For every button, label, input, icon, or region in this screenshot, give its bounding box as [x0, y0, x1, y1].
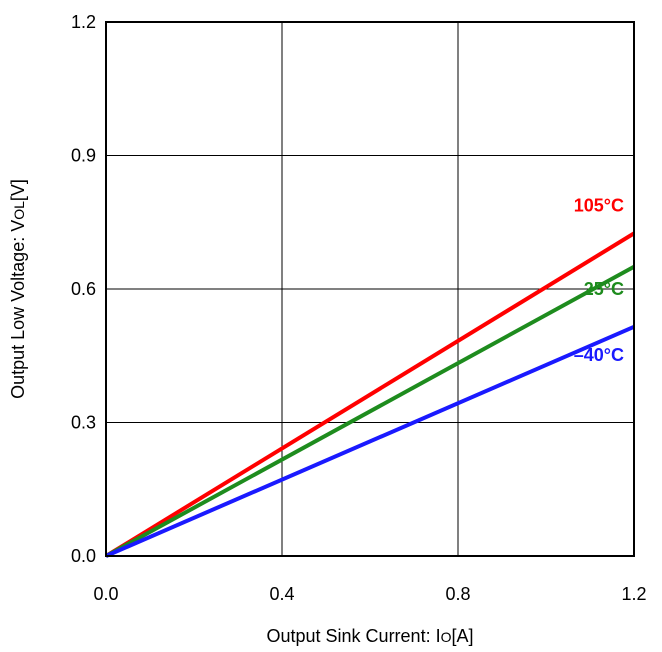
- series-label: 25°C: [584, 279, 624, 299]
- series-label: –40°C: [574, 345, 624, 365]
- gridlines: [106, 22, 634, 556]
- series-label: 105°C: [574, 195, 624, 215]
- y-tick-label: 0.3: [71, 413, 96, 433]
- y-tick-label: 0.9: [71, 146, 96, 166]
- y-tick-label: 0.6: [71, 279, 96, 299]
- x-tick-label: 1.2: [621, 584, 646, 604]
- y-axis-title: Output Low Voltage: VOL[V]: [8, 179, 28, 399]
- series-line: [104, 231, 636, 558]
- series-labels: 105°C 25°C –40°C: [574, 195, 624, 364]
- x-tick-label: 0.0: [93, 584, 118, 604]
- series-lines: [104, 231, 636, 558]
- x-tick-label: 0.4: [269, 584, 294, 604]
- series-line: [105, 324, 635, 558]
- series-line: [105, 264, 635, 558]
- plot-frame: [105, 21, 635, 557]
- y-tick-labels: 0.0 0.3 0.6 0.9 1.2: [71, 12, 96, 566]
- x-tick-label: 0.8: [445, 584, 470, 604]
- x-tick-labels: 0.0 0.4 0.8 1.2: [93, 584, 646, 604]
- x-axis-title: Output Sink Current: IO[A]: [267, 626, 474, 646]
- y-tick-label: 1.2: [71, 12, 96, 32]
- y-tick-label: 0.0: [71, 546, 96, 566]
